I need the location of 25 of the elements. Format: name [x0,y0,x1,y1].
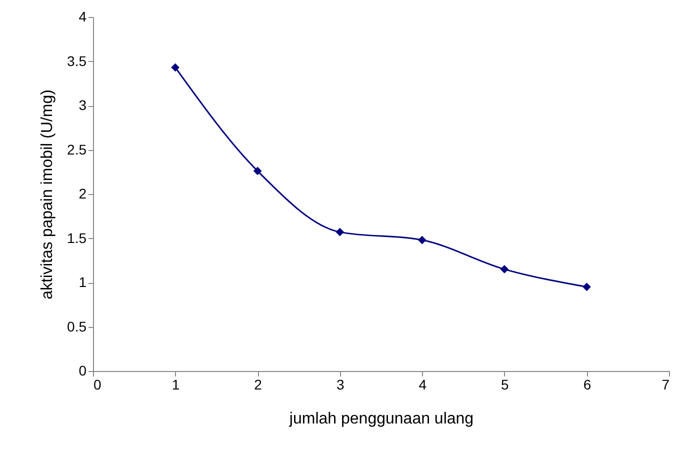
y-tick-label: 2 [78,186,87,202]
y-tick-label: 1.5 [67,230,87,246]
x-tick-label: 3 [336,376,344,392]
x-tick-label: 4 [418,376,427,392]
x-tick-label: 7 [662,376,670,392]
x-tick-label: 2 [254,376,262,392]
point [171,63,180,72]
point [582,282,591,292]
point [336,228,344,236]
x-tick-label: 5 [501,376,510,392]
y-tick-label: 0 [78,362,87,378]
y-tick-label: 1 [78,274,87,290]
x-tick-label: 1 [172,376,180,392]
y-tick-label: 2.5 [67,141,87,158]
y-tick-label: 3.5 [67,52,87,69]
x-axis-title: jumlah penggunaan ulang [288,410,474,428]
point [418,236,426,244]
x-tick-label: 6 [583,376,592,392]
y-tick-label: 3 [78,97,87,113]
y-tick-label: 4 [78,8,87,24]
y-axis-title: aktivitas papain imobil (U/mg) [39,90,56,300]
x-tick-label: 0 [94,376,102,392]
y-tick-label: 0.5 [67,318,87,334]
point [500,265,509,274]
point [253,166,262,176]
